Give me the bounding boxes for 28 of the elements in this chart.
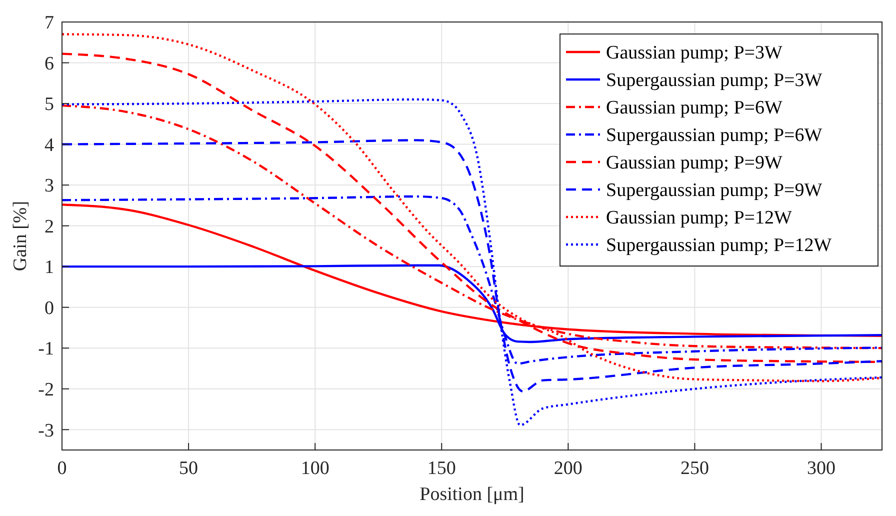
y-tick-label: 0: [44, 298, 54, 319]
y-tick-label: 3: [44, 176, 54, 197]
x-tick-label: 150: [427, 458, 456, 479]
x-axis-title: Position [μm]: [420, 484, 524, 505]
y-tick-label: -3: [38, 420, 54, 442]
x-tick-label: 100: [300, 458, 330, 479]
x-tick-label: 200: [554, 458, 582, 479]
legend-label: Supergaussian pump; P=6W: [606, 125, 822, 146]
x-tick-label: 50: [179, 458, 198, 479]
legend-label: Gaussian pump; P=6W: [606, 98, 782, 119]
x-tick-label: 250: [680, 458, 709, 479]
x-tick-label: 300: [807, 458, 836, 479]
legend-label: Supergaussian pump; P=9W: [606, 180, 822, 202]
y-tick-label: 1: [44, 257, 54, 278]
line-series: [62, 98, 882, 426]
y-tick-label: -1: [38, 338, 54, 360]
legend-label: Supergaussian pump; P=3W: [606, 70, 822, 92]
y-tick-label: 5: [44, 94, 54, 116]
y-tick-label: 7: [44, 12, 54, 34]
legend-label: Gaussian pump; P=12W: [606, 208, 792, 229]
y-tick-label: 6: [44, 53, 54, 74]
legend-label: Gaussian pump; P=3W: [606, 42, 782, 64]
legend-label: Supergaussian pump; P=12W: [606, 235, 832, 256]
y-tick-label: 2: [44, 216, 54, 238]
y-axis-title: Gain [%]: [10, 200, 31, 272]
legend-label: Gaussian pump; P=9W: [606, 152, 782, 174]
y-tick-label: -2: [38, 380, 54, 401]
y-tick-label: 4: [44, 134, 54, 156]
